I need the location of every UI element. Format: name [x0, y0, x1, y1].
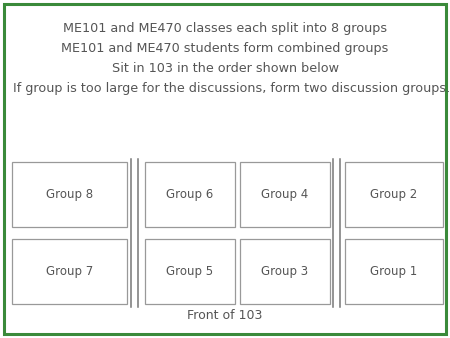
Text: Group 8: Group 8 [46, 188, 93, 201]
FancyBboxPatch shape [240, 162, 330, 227]
Text: Group 6: Group 6 [166, 188, 214, 201]
FancyBboxPatch shape [145, 239, 235, 304]
Text: Group 4: Group 4 [261, 188, 309, 201]
FancyBboxPatch shape [240, 239, 330, 304]
Text: ME101 and ME470 students form combined groups: ME101 and ME470 students form combined g… [61, 42, 389, 55]
Text: Sit in 103 in the order shown below: Sit in 103 in the order shown below [112, 62, 338, 75]
Text: Group 5: Group 5 [166, 265, 214, 278]
FancyBboxPatch shape [145, 162, 235, 227]
Text: Front of 103: Front of 103 [187, 309, 263, 322]
FancyBboxPatch shape [345, 162, 443, 227]
Text: Group 2: Group 2 [370, 188, 418, 201]
FancyBboxPatch shape [12, 239, 127, 304]
Text: Group 7: Group 7 [46, 265, 93, 278]
Text: If group is too large for the discussions, form two discussion groups.: If group is too large for the discussion… [13, 82, 450, 95]
FancyBboxPatch shape [345, 239, 443, 304]
Text: Group 1: Group 1 [370, 265, 418, 278]
FancyBboxPatch shape [4, 4, 446, 334]
FancyBboxPatch shape [12, 162, 127, 227]
Text: Group 3: Group 3 [261, 265, 309, 278]
Text: ME101 and ME470 classes each split into 8 groups: ME101 and ME470 classes each split into … [63, 22, 387, 35]
